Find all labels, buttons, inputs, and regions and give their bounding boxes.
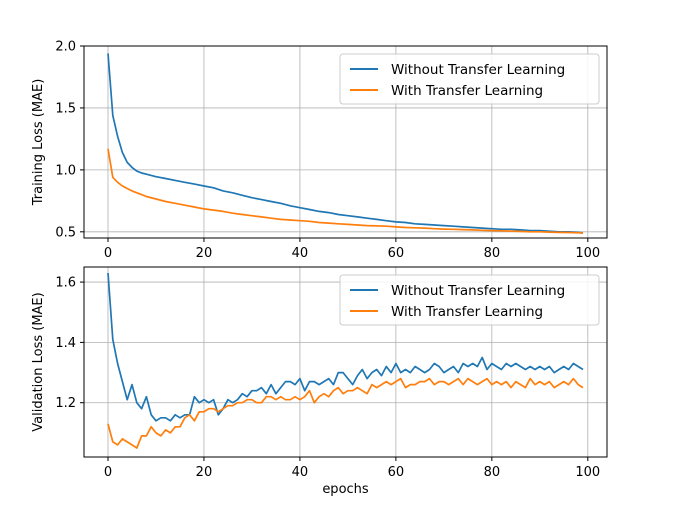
val-xtick-label: 100: [575, 465, 600, 480]
val-legend-box: [339, 274, 600, 326]
validation-loss-plot: 0 20 40 60 80 100 1.2 1.4 1.6 Validation Loss (MA…: [31, 266, 608, 497]
train-ytick-label: 1.5: [55, 101, 76, 116]
train-series-with-transfer-line: [107, 148, 584, 234]
train-xtick-label: 20: [196, 246, 213, 261]
train-ylabel: Training Loss (MAE): [31, 79, 46, 207]
train-xtick-label: 100: [575, 246, 600, 261]
train-legend: Without Transfer Learning With Transfer L…: [339, 53, 600, 105]
train-series-without-transfer-line: [107, 53, 584, 234]
train-ytick-label: 2.0: [55, 40, 76, 55]
val-legend-label: With Transfer Learning: [391, 304, 543, 320]
val-ytick-label: 1.2: [55, 396, 76, 411]
val-series-with-transfer-line: [107, 377, 584, 449]
val-ytick-label: 1.4: [55, 336, 76, 351]
val-xtick-label: 0: [104, 465, 112, 480]
train-legend-box: [339, 53, 600, 105]
train-xtick-label: 60: [388, 246, 405, 261]
train-ytick-label: 0.5: [55, 225, 76, 240]
val-ytick-label: 1.6: [55, 276, 76, 291]
val-axes-frame: [83, 266, 608, 458]
val-xtick-label: 60: [388, 465, 405, 480]
val-legend: Without Transfer Learning With Transfer L…: [339, 274, 600, 326]
val-legend-label: Without Transfer Learning: [391, 283, 565, 299]
training-loss-plot: 0 20 40 60 80 100 0.5 1.0 1.5 2.0 Training Loss (M…: [31, 40, 608, 261]
train-axes-frame: [83, 45, 608, 239]
val-series-without-transfer-line: [107, 272, 584, 422]
train-xtick-label: 80: [484, 246, 501, 261]
val-xtick-label: 40: [292, 465, 309, 480]
val-xtick-label: 80: [484, 465, 501, 480]
val-xtick-label: 20: [196, 465, 213, 480]
train-legend-label: With Transfer Learning: [391, 83, 543, 99]
train-xtick-label: 0: [104, 246, 112, 261]
train-xtick-label: 40: [292, 246, 309, 261]
train-ytick-label: 1.0: [55, 163, 76, 178]
train-legend-label: Without Transfer Learning: [391, 62, 565, 78]
val-ylabel: Validation Loss (MAE): [31, 292, 46, 431]
val-xlabel: epochs: [322, 482, 369, 497]
